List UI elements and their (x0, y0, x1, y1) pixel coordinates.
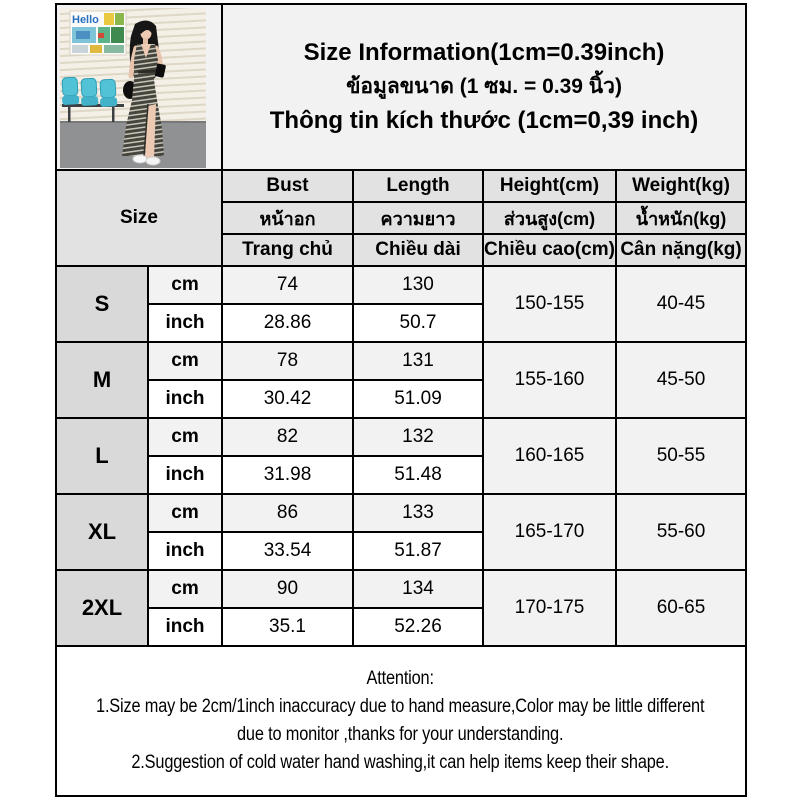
2xl-unit-inch: inch (147, 607, 223, 647)
product-photo: Hello (60, 8, 206, 168)
header-row-vi: Trang chủ Chiều dài Chiều cao(cm) Cân nặ… (56, 233, 748, 267)
table-row-l-cm: L cm 82 132 160-165 50-55 (55, 417, 748, 495)
l-length-cm: 132 (352, 417, 484, 457)
header-height-en: Height(cm) (482, 169, 617, 203)
header-bust-en: Bust (221, 169, 354, 203)
s-length-inch: 50.7 (352, 303, 484, 343)
size-xl-label: XL (55, 493, 149, 571)
header-row-th: หน้าอก ความยาว ส่วนสูง(cm) น้ำหนัก(kg) (56, 201, 748, 235)
title-vietnamese: Thông tin kích thước (1cm=0,39 inch) (269, 107, 699, 134)
xl-length-cm: 133 (352, 493, 484, 533)
attention-label: Attention: (366, 668, 434, 689)
table-row-l-inch: inch 31.98 51.48 (56, 455, 746, 495)
2xl-weight: 60-65 (614, 569, 748, 647)
xl-bust-cm: 86 (221, 493, 354, 533)
hello-poster: Hello (69, 10, 127, 56)
m-length-inch: 51.09 (352, 379, 484, 419)
s-height: 150-155 (482, 265, 617, 343)
table-row-m-cm: M cm 78 131 155-160 45-50 (55, 341, 748, 419)
xl-unit-cm: cm (147, 493, 223, 533)
l-height: 160-165 (482, 417, 617, 495)
size-chart-table: Hello (54, 3, 748, 797)
table-row-s-inch: inch 28.86 50.7 (56, 303, 746, 343)
m-unit-cm: cm (147, 341, 223, 381)
product-photo-cell: Hello (55, 3, 223, 171)
table-row-2xl-inch: inch 35.1 52.26 (56, 607, 746, 647)
title-english: Size Information(1cm=0.39inch) (303, 39, 665, 66)
s-unit-inch: inch (147, 303, 223, 343)
header-weight-vi: Cân nặng(kg) (614, 233, 748, 267)
2xl-length-inch: 52.26 (352, 607, 484, 647)
title-thai: ข้อมูลขนาด (1 ซม. = 0.39 นิ้ว) (346, 75, 622, 98)
header-row-en: Size Bust Length Height(cm) Weight(kg) (55, 169, 748, 267)
header-weight-en: Weight(kg) (614, 169, 748, 203)
size-m-label: M (55, 341, 149, 419)
s-weight: 40-45 (614, 265, 748, 343)
l-weight: 50-55 (614, 417, 748, 495)
header-length-vi: Chiều dài (352, 233, 484, 267)
attention-line-1: 1.Size may be 2cm/1inch inaccuracy due t… (96, 696, 705, 717)
header-bust-vi: Trang chủ (221, 233, 354, 267)
2xl-unit-cm: cm (147, 569, 223, 609)
l-bust-cm: 82 (221, 417, 354, 457)
attention-text: Attention: 1.Size may be 2cm/1inch inacc… (58, 665, 743, 777)
m-length-cm: 131 (352, 341, 484, 381)
table-row-s-cm: S cm 74 130 150-155 40-45 (55, 265, 748, 343)
2xl-height: 170-175 (482, 569, 617, 647)
poster-text: Hello (72, 14, 99, 26)
l-unit-inch: inch (147, 455, 223, 495)
s-unit-cm: cm (147, 265, 223, 305)
model-figure (122, 20, 166, 166)
table-row-2xl-cm: 2XL cm 90 134 170-175 60-65 (55, 569, 748, 647)
header-height-th: ส่วนสูง(cm) (482, 201, 617, 235)
header-length-en: Length (352, 169, 484, 203)
attention-row: Attention: 1.Size may be 2cm/1inch inacc… (54, 645, 748, 797)
2xl-length-cm: 134 (352, 569, 484, 609)
header-height-vi: Chiều cao(cm) (482, 233, 617, 267)
xl-height: 165-170 (482, 493, 617, 571)
table-row-m-inch: inch 30.42 51.09 (56, 379, 746, 419)
xl-length-inch: 51.87 (352, 531, 484, 571)
title-cell: Size Information(1cm=0.39inch) ข้อมูลขนา… (220, 3, 748, 171)
size-s-label: S (55, 265, 149, 343)
2xl-bust-inch: 35.1 (221, 607, 354, 647)
xl-unit-inch: inch (147, 531, 223, 571)
blue-chairs (61, 76, 124, 122)
table-row-xl-cm: XL cm 86 133 165-170 55-60 (55, 493, 748, 571)
header-bust-th: หน้าอก (221, 201, 354, 235)
m-weight: 45-50 (614, 341, 748, 419)
2xl-bust-cm: 90 (221, 569, 354, 609)
l-length-inch: 51.48 (352, 455, 484, 495)
attention-line-3: 2.Suggestion of cold water hand washing,… (131, 752, 669, 773)
size-header: Size (55, 169, 223, 267)
m-bust-cm: 78 (221, 341, 354, 381)
s-length-cm: 130 (352, 265, 484, 305)
m-bust-inch: 30.42 (221, 379, 354, 419)
m-height: 155-160 (482, 341, 617, 419)
top-row: Hello (55, 3, 748, 171)
header-length-th: ความยาว (352, 201, 484, 235)
l-bust-inch: 31.98 (221, 455, 354, 495)
l-unit-cm: cm (147, 417, 223, 457)
s-bust-cm: 74 (221, 265, 354, 305)
header-weight-th: น้ำหนัก(kg) (614, 201, 748, 235)
attention-note: Attention: 1.Size may be 2cm/1inch inacc… (54, 645, 748, 797)
table-row-xl-inch: inch 33.54 51.87 (56, 531, 746, 571)
attention-line-2: due to monitor ,thanks for your understa… (236, 724, 564, 745)
xl-weight: 55-60 (614, 493, 748, 571)
size-2xl-label: 2XL (55, 569, 149, 647)
size-l-label: L (55, 417, 149, 495)
m-unit-inch: inch (147, 379, 223, 419)
s-bust-inch: 28.86 (221, 303, 354, 343)
xl-bust-inch: 33.54 (221, 531, 354, 571)
